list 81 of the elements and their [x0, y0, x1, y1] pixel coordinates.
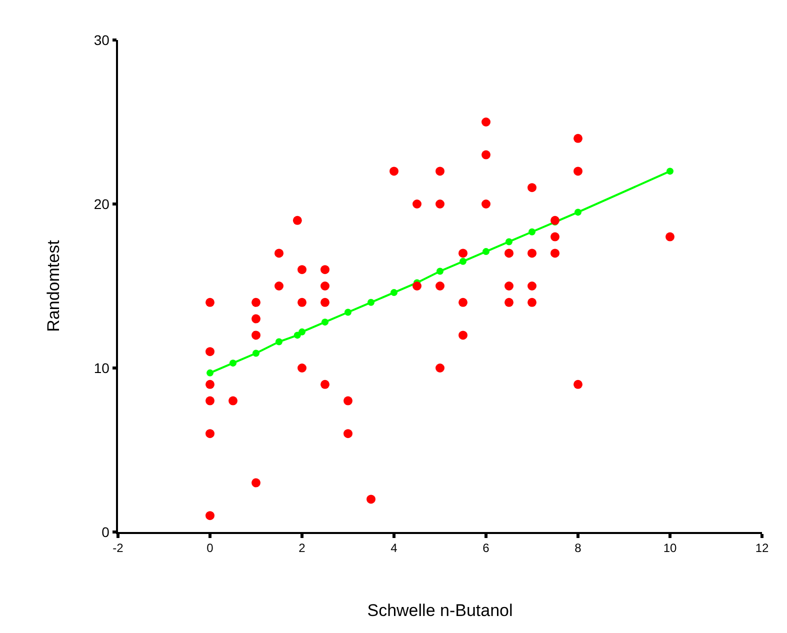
point — [550, 248, 560, 258]
point — [366, 494, 376, 504]
point — [206, 298, 214, 307]
point — [436, 364, 444, 372]
point — [320, 265, 330, 274]
point — [458, 298, 468, 307]
point — [504, 248, 514, 258]
point — [506, 238, 512, 246]
point — [574, 380, 582, 389]
point — [320, 298, 330, 307]
point — [344, 308, 352, 316]
point — [252, 350, 260, 357]
point — [482, 118, 490, 126]
point — [436, 282, 444, 290]
point — [528, 282, 536, 290]
point — [412, 282, 422, 290]
point — [230, 360, 236, 367]
point — [252, 478, 260, 488]
point — [458, 330, 468, 340]
point — [298, 364, 306, 372]
point — [436, 268, 444, 275]
point — [436, 200, 444, 208]
x-tick-label: 8 — [574, 541, 582, 556]
point — [412, 200, 422, 208]
point — [528, 228, 536, 236]
y-tick-label: 30 — [94, 32, 110, 48]
point — [504, 282, 514, 290]
x-tick-label: 4 — [390, 541, 398, 556]
point — [528, 183, 536, 192]
point — [528, 298, 536, 307]
point — [574, 134, 582, 143]
point — [228, 396, 238, 406]
x-tick-label: 12 — [755, 541, 769, 556]
point — [482, 248, 490, 256]
point — [252, 314, 260, 324]
point — [460, 258, 466, 265]
point — [298, 298, 306, 307]
point — [298, 265, 306, 274]
point — [292, 216, 302, 225]
y-axis-title: Randomtest — [44, 240, 63, 332]
point — [274, 248, 284, 258]
point — [458, 248, 468, 258]
point — [206, 369, 214, 376]
point — [504, 298, 514, 307]
x-tick-label: 10 — [663, 541, 677, 556]
point — [298, 328, 306, 336]
y-tick-label: 0 — [102, 524, 110, 540]
point — [550, 232, 560, 242]
point — [206, 347, 214, 356]
point — [322, 318, 328, 326]
point — [274, 282, 284, 290]
point — [252, 330, 260, 340]
point — [482, 200, 490, 208]
point — [390, 166, 398, 176]
point — [528, 248, 536, 258]
point — [206, 396, 214, 406]
point — [206, 380, 214, 389]
point — [320, 282, 330, 290]
point — [390, 289, 398, 296]
point — [320, 380, 330, 389]
point — [344, 429, 352, 438]
point — [276, 338, 282, 346]
point — [436, 166, 444, 176]
point — [252, 298, 260, 307]
point — [666, 232, 674, 242]
x-axis-title: Schwelle n-Butanol — [367, 601, 513, 620]
x-tick-label: 6 — [482, 541, 490, 556]
point — [574, 208, 582, 216]
point — [206, 429, 214, 438]
point — [482, 150, 490, 160]
x-tick-label: 2 — [298, 541, 306, 556]
y-tick-label: 10 — [94, 360, 110, 376]
x-tick-label: 0 — [206, 541, 214, 556]
point — [666, 168, 674, 175]
point — [574, 166, 582, 176]
y-tick-label: 20 — [94, 196, 110, 212]
point — [550, 216, 560, 225]
x-tick-label: -2 — [112, 541, 124, 556]
point — [206, 511, 214, 520]
point — [368, 298, 374, 306]
point — [344, 396, 352, 406]
